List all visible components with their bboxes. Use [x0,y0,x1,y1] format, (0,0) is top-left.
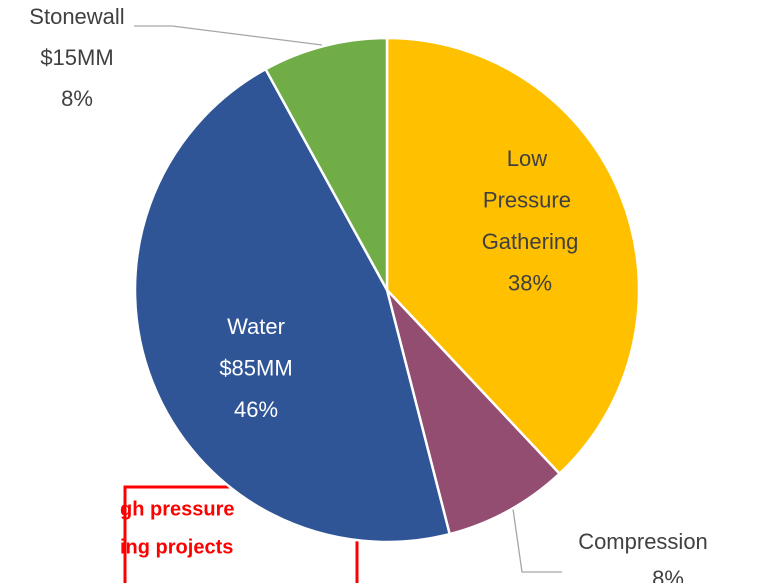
annotation-text: ing projects [120,536,233,558]
value-label: 8% [61,86,93,111]
value-label: 46% [234,397,278,422]
leader-line [134,25,323,46]
value-label: 8% [652,566,684,583]
slice-label: Water [227,314,285,339]
slice-label: Compression [578,529,708,554]
amount-label: $15MM [40,45,113,70]
pie-slice [385,36,641,476]
value-label: 38% [508,270,552,295]
pie-slice [263,36,389,291]
pie-slice [133,67,452,544]
slice-label: Stonewall [29,4,124,29]
pie-slice [385,289,562,536]
slice-label: Low Pressure Gathering [482,146,579,254]
leader-line [509,487,562,573]
annotation-text: gh pressure [120,498,234,520]
slices [133,36,641,544]
amount-label: $85MM [219,355,292,380]
